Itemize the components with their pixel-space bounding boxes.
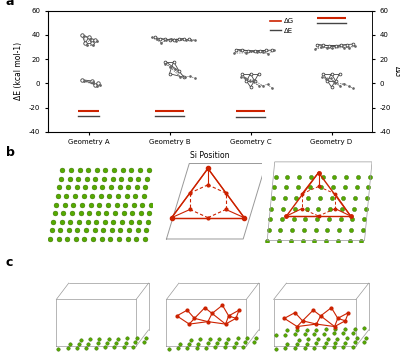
- Y-axis label: ΔG: ΔG: [393, 66, 400, 77]
- Legend: ΔG, ΔE: ΔG, ΔE: [268, 15, 297, 36]
- Text: a: a: [6, 0, 14, 8]
- Y-axis label: ΔE (kcal mol-1): ΔE (kcal mol-1): [14, 42, 24, 100]
- Text: c: c: [6, 256, 13, 269]
- X-axis label: Si Position: Si Position: [190, 151, 230, 160]
- Text: b: b: [6, 145, 15, 159]
